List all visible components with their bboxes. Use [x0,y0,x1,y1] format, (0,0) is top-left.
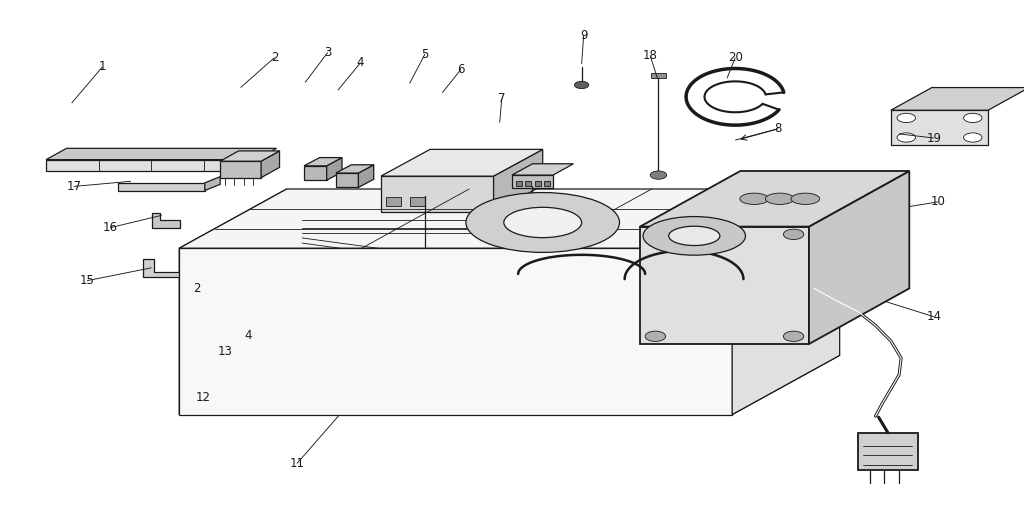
Polygon shape [179,189,840,248]
Bar [410,197,425,206]
Bar [492,386,512,399]
Polygon shape [261,151,280,178]
Polygon shape [46,160,276,171]
Text: 2: 2 [270,51,279,64]
Circle shape [640,364,650,369]
Polygon shape [809,171,909,344]
Circle shape [655,364,666,369]
Text: 4: 4 [356,56,365,70]
Text: 13: 13 [218,345,232,358]
Circle shape [650,171,667,179]
Text: 2: 2 [193,282,201,295]
Bar [535,181,541,186]
Bar [223,263,259,274]
Polygon shape [512,164,573,175]
Text: 7: 7 [498,92,506,106]
Ellipse shape [792,193,820,204]
Text: 18: 18 [643,49,657,62]
Text: 6: 6 [457,63,465,76]
Circle shape [783,229,804,239]
Polygon shape [220,161,261,178]
Polygon shape [152,213,180,228]
Polygon shape [858,433,918,470]
Polygon shape [220,151,280,161]
Text: 17: 17 [67,180,81,193]
Text: 1: 1 [98,60,106,74]
Text: 5: 5 [421,47,429,61]
Ellipse shape [643,216,745,255]
Text: 4: 4 [244,329,252,342]
Polygon shape [46,148,276,160]
Polygon shape [46,160,256,171]
Polygon shape [891,88,1024,110]
Polygon shape [891,110,988,145]
Ellipse shape [466,193,620,252]
Polygon shape [205,177,220,191]
Circle shape [645,229,666,239]
Polygon shape [327,158,342,180]
Bar [516,181,522,186]
Polygon shape [640,171,909,227]
Text: 9: 9 [580,28,588,42]
Polygon shape [381,149,543,176]
Circle shape [574,81,589,89]
Polygon shape [358,165,374,187]
Polygon shape [179,248,732,415]
Polygon shape [143,259,184,277]
Polygon shape [179,355,840,415]
Circle shape [783,331,804,341]
Bar [625,377,671,402]
Polygon shape [512,175,553,188]
Text: 15: 15 [80,274,94,287]
Circle shape [897,133,915,142]
Polygon shape [640,227,809,344]
Ellipse shape [504,208,582,237]
Text: 3: 3 [324,46,332,59]
Bar [517,386,536,399]
Bar [428,390,459,402]
Bar [651,73,666,78]
Text: 8: 8 [774,122,782,135]
Circle shape [645,331,666,341]
Text: 12: 12 [196,391,210,404]
Text: 9: 9 [813,200,821,214]
Polygon shape [179,189,287,415]
Polygon shape [304,158,342,166]
Polygon shape [118,183,205,191]
Polygon shape [732,189,840,415]
Circle shape [964,133,982,142]
Ellipse shape [669,226,720,246]
Circle shape [964,113,982,123]
Ellipse shape [739,193,768,204]
Bar [544,181,550,186]
Text: 19: 19 [927,131,941,145]
Text: 10: 10 [931,195,945,209]
Text: 20: 20 [728,51,742,64]
Polygon shape [289,288,326,304]
Bar [386,197,401,206]
Polygon shape [494,149,543,212]
Polygon shape [451,362,492,377]
Text: 14: 14 [927,310,941,323]
Polygon shape [336,165,374,173]
Text: 11: 11 [290,457,304,470]
Polygon shape [304,166,327,180]
Polygon shape [381,176,494,212]
Circle shape [625,364,635,369]
Circle shape [897,113,915,123]
Ellipse shape [766,193,795,204]
Text: 16: 16 [103,221,118,234]
Polygon shape [336,173,358,187]
Bar [525,181,531,186]
